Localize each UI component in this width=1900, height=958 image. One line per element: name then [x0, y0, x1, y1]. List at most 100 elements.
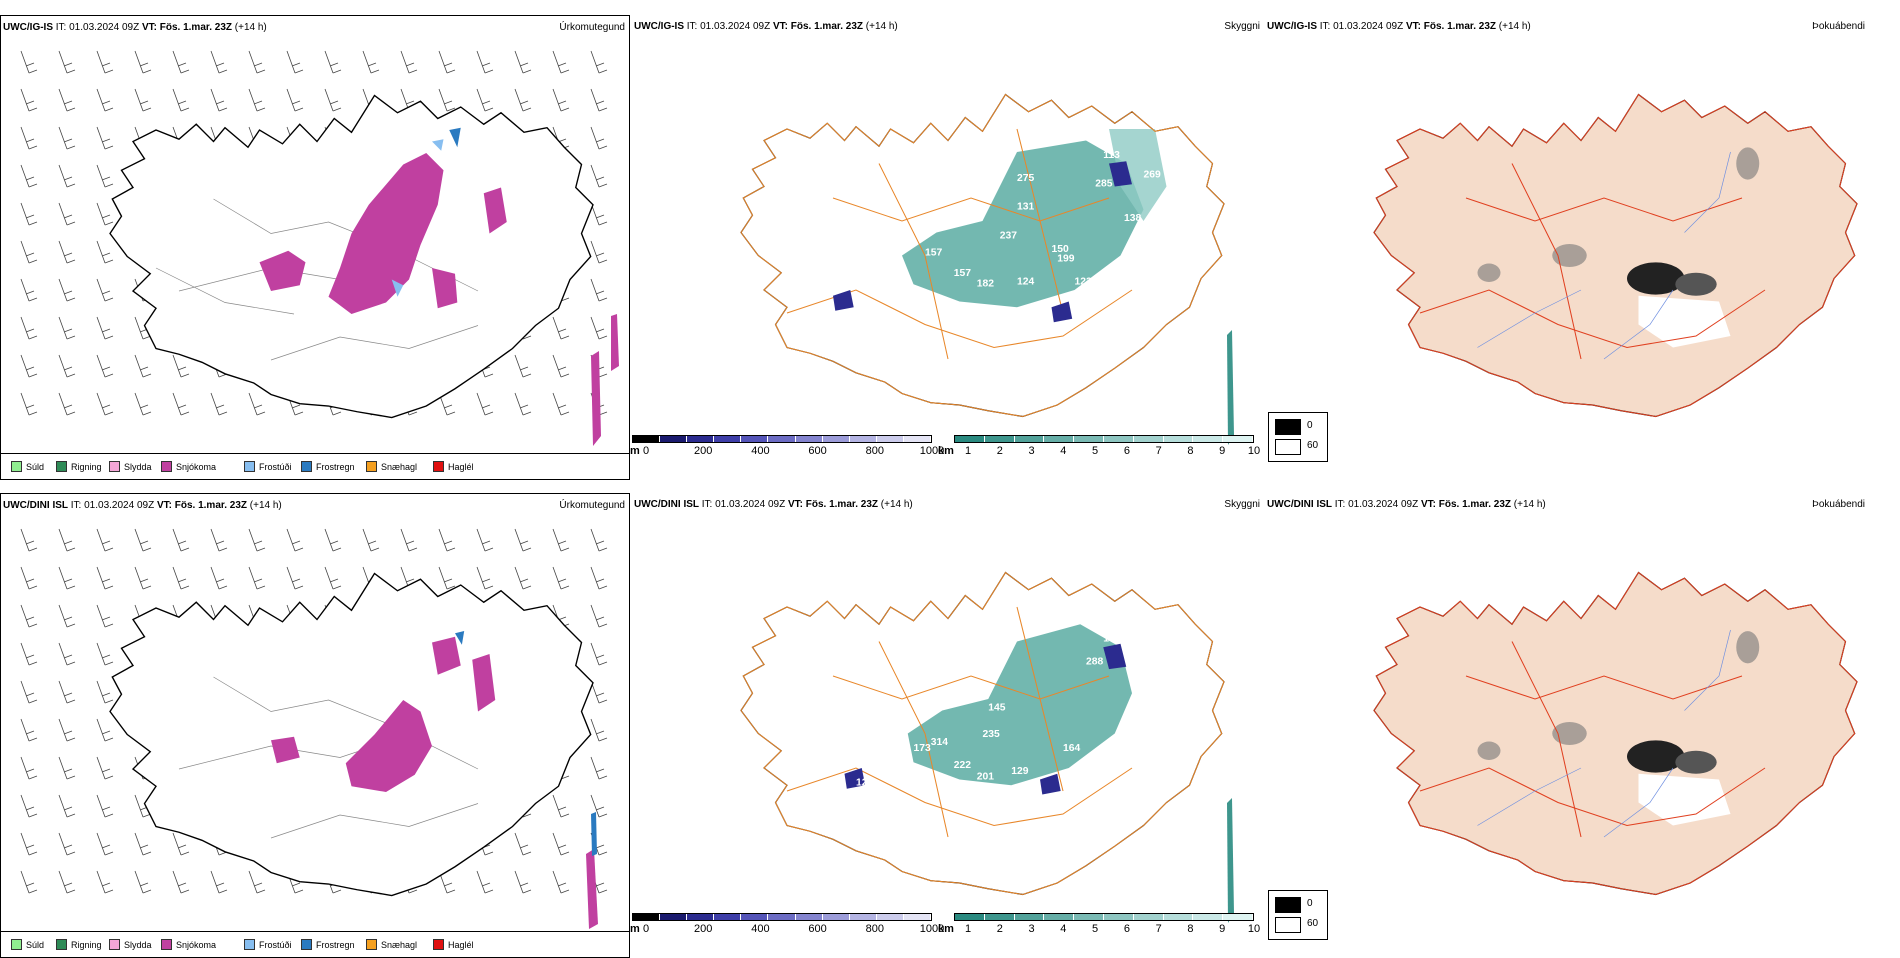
colorbar-cell [1223, 436, 1253, 442]
it-value: 01.03.2024 09Z [1348, 499, 1419, 510]
colorbar-cell [1193, 436, 1224, 442]
colorbar-tick: 10 [1247, 445, 1261, 457]
colorbar-tick: 8 [1187, 923, 1194, 935]
wind-barb [96, 88, 114, 112]
colorbar-tick: 1000 [919, 923, 945, 935]
cloud-base-label: 288 [1086, 657, 1104, 668]
wind-barb [20, 50, 38, 74]
wind-barb [58, 832, 76, 856]
vt-value: Fös. 1.mar. 23Z [1438, 499, 1512, 510]
wind-barb [96, 528, 114, 552]
it-value: 01.03.2024 09Z [1333, 21, 1404, 32]
wind-barb [476, 392, 494, 416]
fog-legend-swatch [1275, 897, 1301, 913]
colorbar-cell [822, 914, 850, 920]
it-value: 01.03.2024 09Z [715, 499, 786, 510]
cloud-patches [833, 161, 1132, 323]
wind-barb [58, 566, 76, 590]
wind-barb [172, 832, 190, 856]
cloud-base-label: 128 [868, 242, 886, 253]
colorbar-cell [1193, 914, 1224, 920]
lead-time: (+14 h) [1513, 499, 1546, 510]
colorbar-cell [687, 436, 715, 442]
wind-barb [20, 680, 38, 704]
cloud-base-label: 71 [983, 670, 995, 681]
cloud-base-label: 71 [873, 202, 885, 213]
wind-barb [514, 528, 532, 552]
colorbar-tick: 200 [694, 445, 713, 457]
model-name: UWC/DINI ISL [3, 500, 68, 511]
wind-barb [248, 870, 266, 894]
wind-barb [172, 392, 190, 416]
wind-barb [248, 50, 266, 74]
cloud-base-label: 187 [1144, 666, 1162, 677]
rivers [1477, 629, 1731, 838]
legend-label: Frostregn [316, 461, 355, 472]
wind-barb [590, 718, 608, 742]
cloud-base-label: 199 [1057, 253, 1075, 264]
cloud-base-label: 157 [954, 268, 972, 279]
wind-barb [58, 316, 76, 340]
wind-barb [172, 50, 190, 74]
wind-barb [96, 50, 114, 74]
wind-barb [58, 718, 76, 742]
low-visibility-areas [902, 140, 1144, 308]
colorbar-strip [954, 913, 1254, 921]
wind-barb [590, 756, 608, 780]
wind-barb [438, 528, 456, 552]
roads [740, 571, 1225, 896]
wind-barb [96, 832, 114, 856]
legend-item: Súld [11, 939, 44, 950]
wind-barb [552, 870, 570, 894]
wind-barb [20, 278, 38, 302]
wind-barb [134, 566, 152, 590]
colorbar-tick: 0 [642, 445, 650, 457]
fog-panel-2: UWC/DINI ISL IT: 01.03.2024 09Z VT: Fös.… [1265, 493, 1895, 958]
legend-label: Rigning [71, 939, 102, 950]
legend-item: Frostúði [244, 461, 292, 472]
fog-legend-value: 0 [1307, 420, 1313, 431]
wind-barb [96, 718, 114, 742]
wind-barb [590, 642, 608, 666]
precip-legend: Súld Rigning Slydda Snjókoma Frostúði Frostre… [1, 453, 629, 479]
colorbar-tick: 800 [865, 445, 884, 457]
wind-barb [400, 528, 418, 552]
cloud-base-label: 131 [1017, 202, 1035, 213]
lead-time: (+14 h) [880, 499, 913, 510]
colorbar-cell [903, 436, 932, 442]
cloud-base-label: 184 [1086, 766, 1104, 777]
legend-swatch [56, 939, 67, 950]
wind-barb [590, 126, 608, 150]
lead-time: (+14 h) [1498, 21, 1531, 32]
wind-barb [590, 566, 608, 590]
colorbar-tick: 9 [1219, 445, 1226, 457]
wind-barb [134, 88, 152, 112]
colorbar-tick: 9 [1219, 923, 1226, 935]
wind-barb [58, 604, 76, 628]
colorbar-cell [795, 914, 823, 920]
fog-map [1373, 93, 1858, 418]
wind-barb [210, 88, 228, 112]
wind-barb [476, 528, 494, 552]
panel-header: UWC/IG-IS IT: 01.03.2024 09Z VT: Fös. 1.… [1267, 21, 1531, 32]
visibility-colorbar: km 1 2 3 4 5 6 7 8 9 10 [938, 913, 1260, 935]
colorbar-tick: 5 [1092, 923, 1099, 935]
cloudbase-map: 359 113 275 285 269 138 131 237 199 128 157 157 182 1… [740, 93, 1234, 445]
cloud-base-label: 285 [1095, 179, 1113, 190]
wind-barb [514, 566, 532, 590]
vt-value: Fös. 1.mar. 23Z [159, 22, 233, 33]
colorbar-cell [1133, 914, 1164, 920]
wind-barb [96, 278, 114, 302]
wind-barb [96, 316, 114, 340]
colorbar-tick: 600 [808, 445, 827, 457]
fog-map [1373, 571, 1858, 896]
legend-item: Haglél [433, 461, 474, 472]
wind-barb [172, 566, 190, 590]
legend-swatch [56, 461, 67, 472]
colorbar-cell [822, 436, 850, 442]
wind-barb [362, 50, 380, 74]
legend-item: Rigning [56, 461, 102, 472]
cloud-base-label: 150 [1052, 244, 1070, 255]
wind-barb [552, 392, 570, 416]
panel-title: Þokuábendi [1812, 499, 1865, 510]
